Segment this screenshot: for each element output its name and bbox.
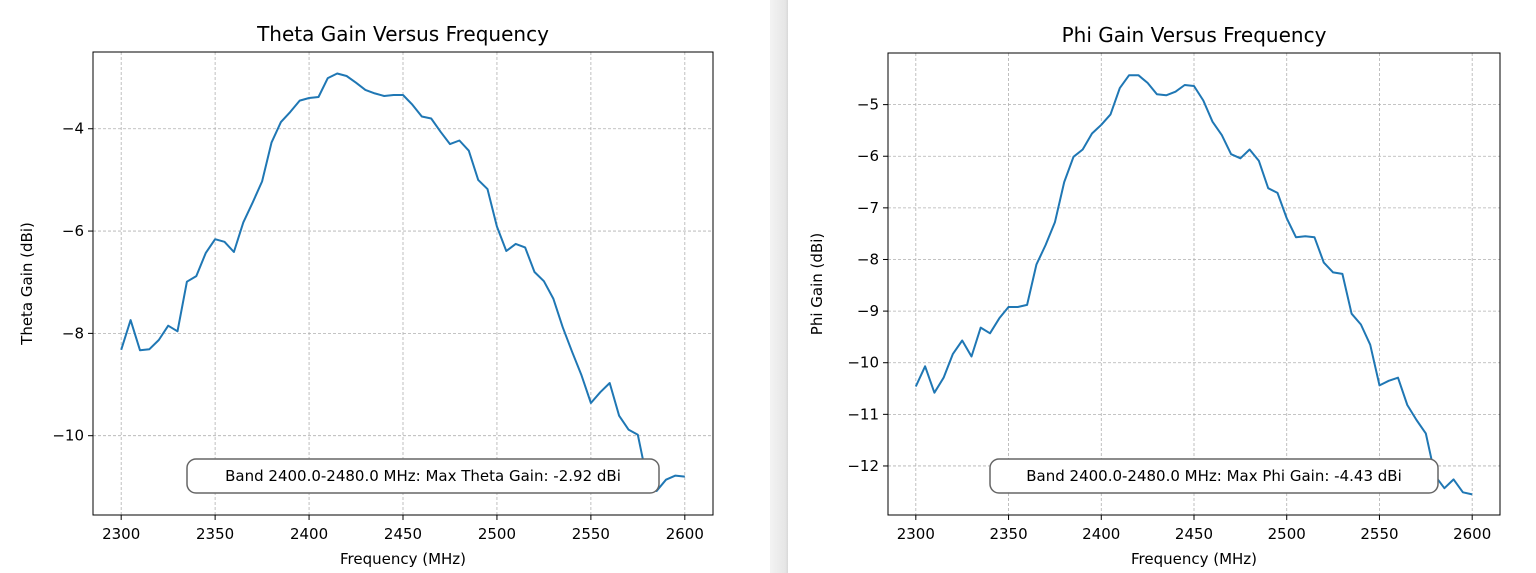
x-axis-label: Frequency (MHz) [1131, 550, 1257, 568]
y-tick-label: −7 [857, 199, 879, 217]
annotation-text: Band 2400.0-2480.0 MHz: Max Phi Gain: -4… [1026, 467, 1401, 485]
x-tick-label: 2600 [1453, 525, 1491, 543]
y-tick-label: −11 [847, 405, 879, 423]
x-tick-label: 2450 [1175, 525, 1213, 543]
y-axis-label: Phi Gain (dBi) [808, 233, 826, 335]
y-tick-label: −12 [847, 457, 879, 475]
y-tick-label: −9 [857, 302, 879, 320]
y-tick-label: −4 [62, 120, 84, 138]
x-tick-label: 2350 [989, 525, 1027, 543]
x-tick-label: 2400 [1082, 525, 1120, 543]
phi-gain-chart: 2300 2350 2400 2450 2500 2550 2600 −12 −11 −10 −9 −… [808, 23, 1501, 568]
y-tick-label: −10 [847, 354, 879, 372]
x-tick-label: 2500 [478, 525, 516, 543]
annotation-box [186, 458, 660, 494]
y-tick-label: −6 [857, 147, 879, 165]
y-tick-label: −6 [62, 222, 84, 240]
chart-title: Phi Gain Versus Frequency [1062, 23, 1327, 47]
phi-gain-panel: 2300 2350 2400 2450 2500 2550 2600 −12 −11 −10 −9 −… [788, 0, 1536, 573]
data-line [120, 72, 685, 492]
y-tick-label: −10 [52, 427, 84, 445]
x-axis-label: Frequency (MHz) [340, 550, 466, 568]
x-tick-label: 2400 [290, 525, 328, 543]
theta-gain-chart: 2300 2350 2400 2450 2500 2550 2600 −10 −8 −6 −4 The… [18, 22, 714, 568]
theta-gain-panel: 2300 2350 2400 2450 2500 2550 2600 −10 −8 −6 −4 The… [18, 22, 714, 568]
y-tick-label: −8 [857, 250, 879, 268]
x-tick-label: 2300 [897, 525, 935, 543]
annotation-text: Band 2400.0-2480.0 MHz: Max Theta Gain: … [225, 467, 621, 485]
x-tick-label: 2300 [102, 525, 140, 543]
chart-title: Theta Gain Versus Frequency [256, 22, 549, 46]
annotation-box [989, 458, 1439, 494]
x-tick-label: 2350 [196, 525, 234, 543]
x-tick-label: 2450 [384, 525, 422, 543]
x-tick-label: 2500 [1268, 525, 1306, 543]
y-tick-label: −5 [857, 96, 879, 114]
panel-divider[interactable] [770, 0, 788, 573]
y-tick-label: −8 [62, 324, 84, 342]
x-tick-label: 2550 [572, 525, 610, 543]
x-tick-label: 2600 [666, 525, 704, 543]
data-line [914, 74, 1473, 496]
x-tick-label: 2550 [1360, 525, 1398, 543]
y-axis-label: Theta Gain (dBi) [18, 222, 36, 346]
